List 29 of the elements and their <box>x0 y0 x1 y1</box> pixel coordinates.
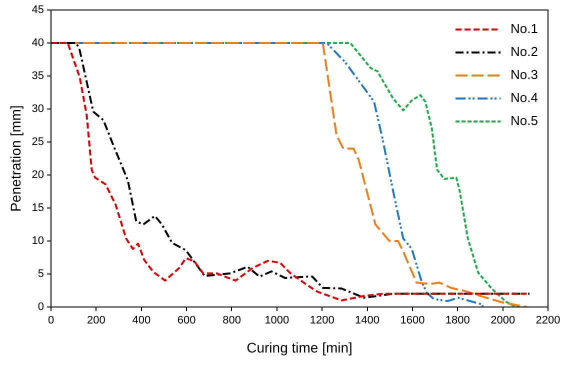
x-tick-label: 1000 <box>264 314 290 327</box>
x-tick-label: 1200 <box>310 314 334 327</box>
y-tick-label: 15 <box>32 202 44 214</box>
x-tick-label: 400 <box>132 314 151 327</box>
x-tick-label: 1600 <box>400 314 425 327</box>
x-tick-label: 600 <box>177 314 196 327</box>
x-tick-label: 800 <box>222 314 241 327</box>
y-tick-label: 10 <box>32 235 44 248</box>
y-tick-label: 40 <box>32 37 44 50</box>
x-tick-label: 200 <box>87 314 106 327</box>
y-tick-label: 25 <box>32 136 44 148</box>
x-tick-label: 0 <box>48 314 54 327</box>
x-tick-label: 1800 <box>445 314 470 327</box>
y-tick-label: 0 <box>38 301 44 314</box>
x-tick-label: 2000 <box>490 314 516 327</box>
x-axis-title: Curing time [min] <box>246 339 352 356</box>
legend-label: No.5 <box>510 113 538 128</box>
legend-label: No.1 <box>510 21 538 36</box>
legend-label: No.2 <box>510 44 538 60</box>
y-tick-label: 30 <box>32 103 44 116</box>
x-tick-label: 2200 <box>536 314 560 327</box>
y-axis-title: Penetration [mm] <box>7 105 24 212</box>
legend-label: No.3 <box>510 67 538 82</box>
y-tick-label: 35 <box>32 70 44 82</box>
y-tick-label: 5 <box>38 268 44 280</box>
x-tick-label: 1400 <box>355 314 380 327</box>
legend-label: No.4 <box>510 90 538 106</box>
y-tick-label: 45 <box>32 4 44 16</box>
y-tick-label: 20 <box>32 169 44 182</box>
